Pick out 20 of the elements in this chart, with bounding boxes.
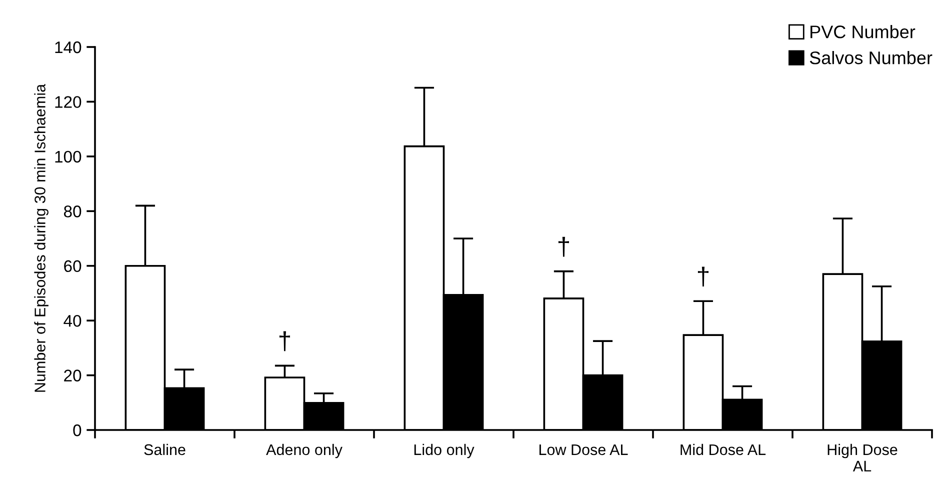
y-tick-label: 40 <box>64 314 82 327</box>
y-tick-label: 60 <box>64 260 82 272</box>
x-tick-label: Adeno only <box>266 444 342 458</box>
x-tick-label: High Dose AL <box>828 444 898 472</box>
x-tick-label: Lido only <box>414 444 474 458</box>
data-label: † <box>558 236 569 257</box>
data-label: † <box>279 331 290 352</box>
y-tick-label: 140 <box>55 41 82 54</box>
y-tick-label: 120 <box>55 96 82 108</box>
data-label: † <box>698 266 708 287</box>
y-tick-label: 20 <box>64 370 82 382</box>
x-tick-label: Mid Dose AL <box>680 444 766 456</box>
y-axis-title: Number of Episodes during 30 min Ischaemia <box>34 84 48 392</box>
legend-label: PVC Number <box>810 25 916 38</box>
x-tick-label: Low Dose AL <box>539 444 628 456</box>
y-tick-label: 80 <box>64 206 82 218</box>
y-tick-label: 100 <box>55 150 82 163</box>
y-tick-label: 0 <box>73 424 82 436</box>
legend-label: Salvos Number <box>810 51 932 64</box>
x-tick-label: Saline <box>144 444 186 456</box>
